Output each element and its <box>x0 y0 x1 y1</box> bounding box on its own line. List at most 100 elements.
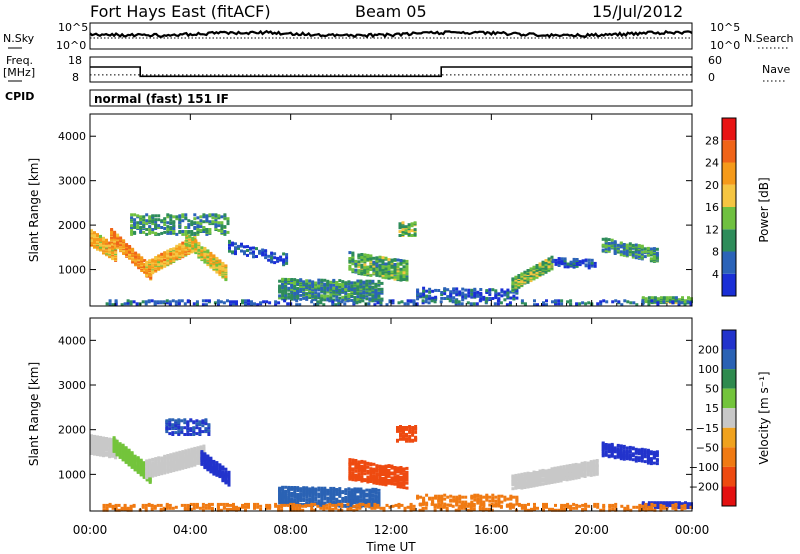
data-cell <box>668 501 672 505</box>
data-cell <box>589 460 593 464</box>
data-cell <box>237 244 240 248</box>
data-cell <box>653 501 657 505</box>
data-cell <box>590 261 594 265</box>
data-cell <box>96 239 99 243</box>
data-cell <box>671 300 675 304</box>
data-cell <box>671 296 675 300</box>
noise-right-tick-bottom: 10^0 <box>710 39 740 52</box>
data-cell <box>157 473 161 476</box>
data-cell <box>488 297 492 300</box>
data-cell <box>425 297 429 301</box>
data-cell <box>372 256 376 260</box>
data-cell <box>137 253 141 257</box>
data-cell <box>144 300 148 304</box>
data-cell <box>316 300 320 304</box>
data-cell <box>108 299 112 303</box>
data-cell <box>354 464 358 468</box>
data-cell <box>607 247 611 251</box>
data-cell <box>281 491 285 495</box>
data-cell <box>296 279 300 283</box>
data-cell <box>116 233 120 237</box>
data-cell <box>305 491 309 495</box>
data-cell <box>674 501 678 505</box>
data-cell <box>169 226 173 229</box>
data-cell <box>213 301 217 305</box>
data-cell <box>348 473 352 477</box>
data-cell <box>491 493 495 497</box>
data-cell <box>350 491 354 495</box>
data-cell <box>190 458 194 462</box>
data-cell <box>589 472 593 476</box>
data-cell <box>209 465 213 469</box>
data-cell <box>371 497 375 501</box>
data-cell <box>653 296 657 300</box>
data-cell <box>244 299 247 303</box>
data-cell <box>362 497 366 501</box>
data-cell <box>189 433 193 436</box>
data-cell <box>151 219 155 223</box>
data-cell <box>574 467 578 471</box>
data-cell <box>396 469 400 473</box>
data-cell <box>678 298 681 302</box>
data-cell <box>458 290 462 294</box>
data-cell <box>378 270 382 274</box>
data-cell <box>514 479 518 483</box>
data-cell <box>197 251 201 255</box>
data-cell <box>191 236 195 240</box>
data-cell <box>584 263 588 267</box>
data-cell <box>401 225 405 229</box>
data-cell <box>145 473 149 477</box>
data-cell <box>305 288 309 292</box>
data-cell <box>405 486 409 490</box>
data-cell <box>229 300 232 304</box>
data-cell <box>355 301 359 305</box>
data-cell <box>473 498 477 502</box>
data-cell <box>520 485 524 489</box>
data-cell <box>341 297 345 301</box>
data-cell <box>249 246 252 250</box>
data-cell <box>195 419 199 423</box>
data-cell <box>212 254 216 258</box>
data-cell <box>652 450 656 454</box>
data-cell <box>391 299 395 303</box>
data-cell <box>396 438 399 442</box>
data-cell <box>166 215 170 219</box>
data-cell <box>387 473 391 477</box>
data-cell <box>360 272 364 276</box>
data-cell <box>323 286 327 290</box>
data-cell <box>377 488 381 492</box>
data-cell <box>181 219 185 223</box>
data-cell <box>402 434 405 438</box>
data-cell <box>569 260 573 264</box>
data-cell <box>451 299 455 303</box>
data-cell <box>529 267 533 271</box>
data-cell <box>470 288 474 292</box>
data-cell <box>212 459 216 463</box>
data-cell <box>188 234 192 238</box>
data-cell <box>113 230 117 234</box>
data-cell <box>656 303 660 307</box>
data-cell <box>363 465 367 469</box>
data-cell <box>338 296 342 300</box>
data-cell <box>402 431 405 435</box>
data-cell <box>390 464 394 468</box>
data-cell <box>338 283 342 286</box>
data-cell <box>369 475 373 479</box>
data-cell <box>281 285 285 289</box>
data-cell <box>178 214 182 218</box>
data-cell <box>169 254 173 258</box>
data-cell <box>523 486 527 489</box>
data-cell <box>622 449 626 453</box>
data-cell <box>351 478 355 482</box>
data-cell <box>296 287 300 290</box>
data-cell <box>575 258 579 261</box>
data-cell <box>403 302 407 306</box>
data-cell <box>398 234 402 237</box>
data-cell <box>313 303 317 307</box>
data-cell <box>323 501 327 505</box>
data-cell <box>526 471 530 475</box>
velocity-cells <box>90 418 693 512</box>
data-cell <box>290 285 294 289</box>
data-cell <box>580 461 584 465</box>
data-cell <box>385 303 389 307</box>
